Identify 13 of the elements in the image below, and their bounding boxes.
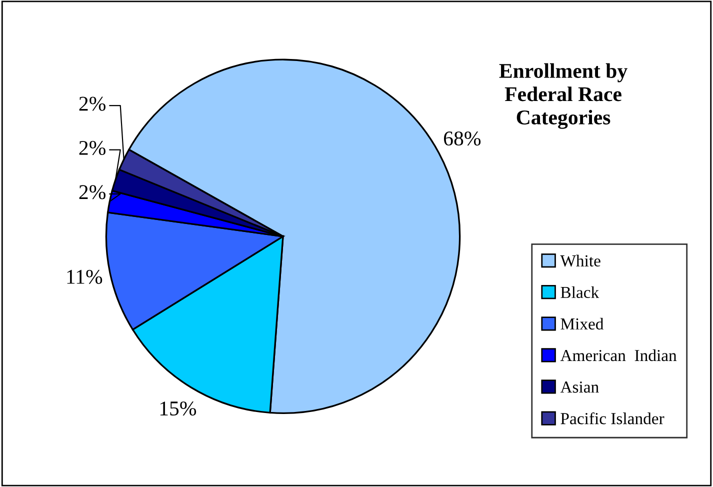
data-label: 2% [79,185,106,200]
legend-label: Mixed [560,318,604,330]
data-label: 2% [79,140,106,156]
data-label: 68% [444,131,481,146]
legend-label: American Indian [560,349,677,362]
legend-label: Pacific Islander [560,412,664,424]
data-label: 2% [79,96,106,111]
data-label: 11% [67,270,102,284]
legend-label: White [560,254,600,267]
data-label: 15% [160,401,196,416]
legend-label: Black [560,286,600,298]
legend-label: Asian [560,381,599,393]
text: Enrollment by Federal Race Categories [499,63,628,129]
